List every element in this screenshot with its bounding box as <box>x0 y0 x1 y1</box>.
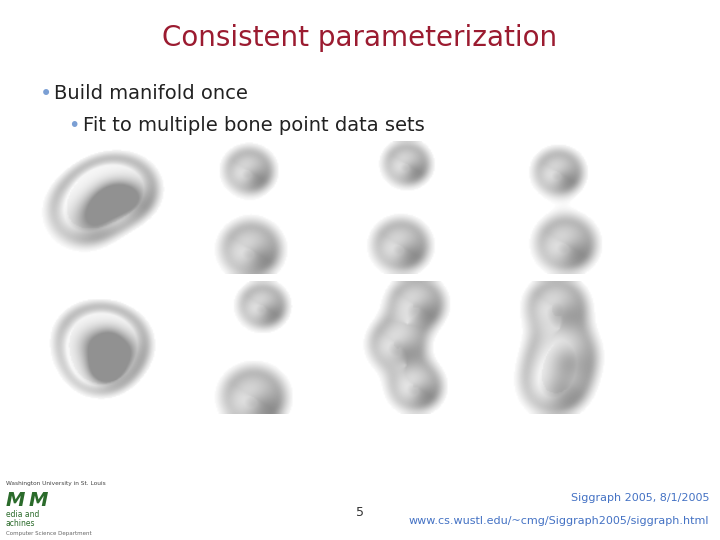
Text: Washington University in St. Louis: Washington University in St. Louis <box>6 481 106 486</box>
Text: edia and: edia and <box>6 510 39 519</box>
Text: M: M <box>29 491 48 510</box>
Text: achines: achines <box>6 519 35 528</box>
Text: 5: 5 <box>356 507 364 519</box>
Text: Siggraph 2005, 8/1/2005: Siggraph 2005, 8/1/2005 <box>571 493 709 503</box>
Text: •: • <box>68 116 80 135</box>
Text: Consistent parameterization: Consistent parameterization <box>163 24 557 52</box>
Text: •: • <box>40 84 52 104</box>
Text: www.cs.wustl.edu/~cmg/Siggraph2005/siggraph.html: www.cs.wustl.edu/~cmg/Siggraph2005/siggr… <box>409 516 709 526</box>
Text: Build manifold once: Build manifold once <box>54 84 248 103</box>
Text: Computer Science Department: Computer Science Department <box>6 531 91 536</box>
Text: Fit to multiple bone point data sets: Fit to multiple bone point data sets <box>83 116 425 135</box>
Text: M: M <box>6 491 25 510</box>
